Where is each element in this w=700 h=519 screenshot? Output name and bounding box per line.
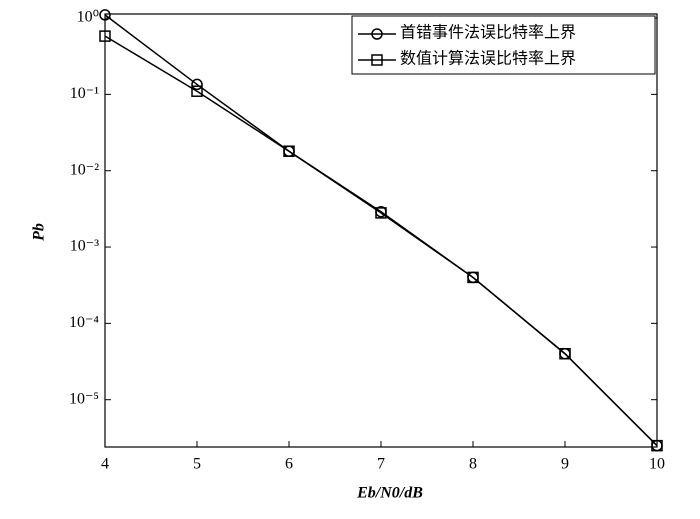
y-tick-label: 10⁰ bbox=[77, 9, 99, 26]
x-tick-label: 6 bbox=[285, 456, 293, 473]
marker bbox=[191, 85, 203, 97]
legend-label: 首错事件法误比特率上界 bbox=[400, 24, 576, 42]
legend-label: 数值计算法误比特率上界 bbox=[400, 49, 576, 68]
marker bbox=[99, 30, 111, 42]
marker bbox=[371, 28, 383, 40]
x-tick-label: 8 bbox=[469, 456, 477, 473]
y-tick-label: 10⁻² bbox=[70, 161, 99, 178]
marker bbox=[99, 9, 111, 21]
marker bbox=[375, 207, 387, 219]
marker bbox=[651, 439, 663, 452]
marker bbox=[283, 145, 295, 157]
series-line bbox=[104, 14, 658, 447]
x-tick-label: 9 bbox=[561, 456, 569, 473]
x-tick-label: 5 bbox=[193, 456, 201, 473]
marker bbox=[467, 271, 479, 284]
plot-frame bbox=[104, 13, 658, 448]
marker bbox=[559, 347, 571, 360]
x-axis-label: Eb/N0/dB bbox=[356, 485, 423, 502]
series-line bbox=[104, 35, 658, 447]
y-tick-label: 10⁻³ bbox=[70, 238, 99, 255]
marker bbox=[191, 78, 203, 91]
y-axis-label: Pb bbox=[31, 223, 48, 242]
x-tick-label: 7 bbox=[377, 456, 385, 473]
x-tick-label: 4 bbox=[101, 456, 109, 473]
y-tick-label: 10⁻¹ bbox=[70, 85, 99, 102]
x-tick-label: 10 bbox=[649, 456, 665, 473]
legend bbox=[351, 15, 656, 75]
marker bbox=[371, 54, 383, 66]
y-tick-label: 10⁻⁴ bbox=[69, 314, 99, 331]
y-tick-label: 10⁻⁵ bbox=[69, 390, 99, 407]
